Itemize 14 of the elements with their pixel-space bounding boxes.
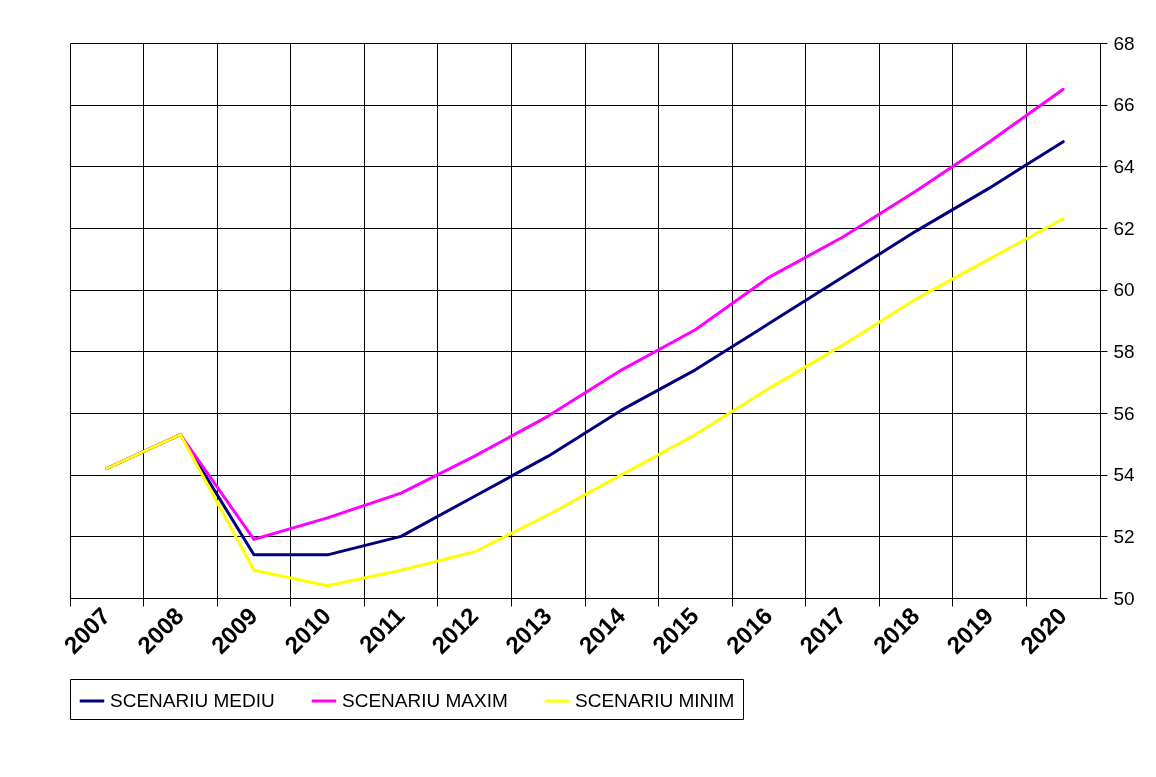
y-tick-label: 60 xyxy=(1113,279,1135,301)
y-tick-label: 56 xyxy=(1113,402,1135,424)
legend-label: SCENARIU MAXIM xyxy=(342,690,508,711)
legend-label: SCENARIU MINIM xyxy=(575,690,735,711)
y-tick-label: 58 xyxy=(1113,340,1135,362)
y-tick-label: 66 xyxy=(1113,94,1135,116)
line-series xyxy=(105,217,1065,588)
y-tick-label: 64 xyxy=(1113,155,1136,177)
y-tick-label: 52 xyxy=(1113,525,1135,547)
y-tick-label: 54 xyxy=(1113,464,1136,486)
y-tick-label: 50 xyxy=(1113,587,1135,609)
legend-label: SCENARIU MEDIU xyxy=(110,690,275,711)
y-tick-label: 68 xyxy=(1113,32,1135,54)
y-tick-label: 62 xyxy=(1113,217,1135,239)
